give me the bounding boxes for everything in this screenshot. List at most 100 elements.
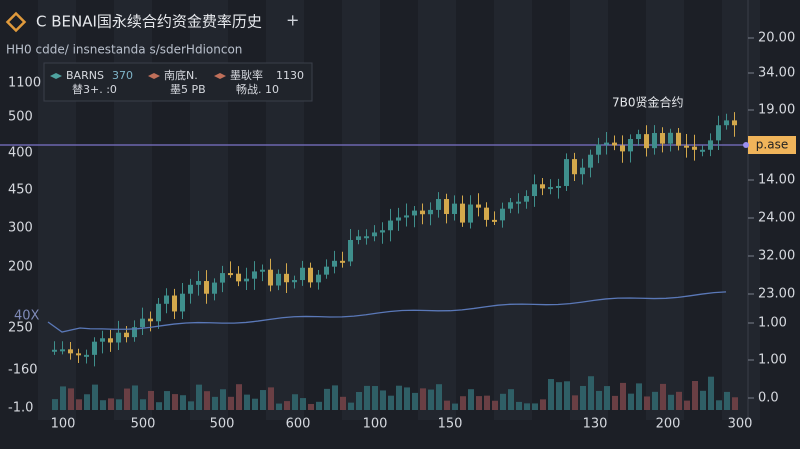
candle-body bbox=[580, 167, 585, 175]
candle-body bbox=[684, 145, 689, 148]
candle-body bbox=[124, 332, 129, 338]
candle-body bbox=[332, 260, 337, 267]
volume-bar bbox=[556, 382, 562, 410]
volume-bar bbox=[140, 399, 146, 410]
right-axis-label: 1.00 bbox=[758, 353, 787, 368]
candle-body bbox=[460, 203, 465, 223]
volume-bar bbox=[676, 391, 682, 410]
volume-bar bbox=[700, 390, 706, 410]
volume-bar bbox=[444, 400, 450, 410]
candle-body bbox=[172, 295, 177, 312]
stripe bbox=[494, 0, 532, 420]
price-tag: p.ase bbox=[756, 138, 788, 152]
left-axis-label: 200 bbox=[8, 260, 33, 275]
volume-bar bbox=[588, 376, 594, 410]
volume-bar bbox=[284, 401, 290, 410]
stripe bbox=[342, 0, 380, 420]
volume-bar bbox=[596, 390, 602, 410]
volume-bar bbox=[452, 403, 458, 410]
candle-body bbox=[324, 266, 329, 275]
candle-body bbox=[204, 281, 209, 294]
stripe bbox=[418, 0, 456, 420]
volume-bar bbox=[716, 400, 722, 410]
candle-body bbox=[84, 354, 89, 357]
volume-bar bbox=[724, 391, 730, 410]
candle-body bbox=[60, 349, 65, 352]
right-axis-label: 24.00 bbox=[758, 211, 795, 226]
candle-body bbox=[500, 208, 505, 221]
volume-bar bbox=[212, 396, 218, 410]
subtitle: HH0 cdde/ insnestanda s/sderHdioncon bbox=[6, 43, 242, 57]
candle-body bbox=[604, 142, 609, 145]
volume-bar bbox=[132, 385, 138, 410]
volume-bar bbox=[108, 398, 114, 410]
candle-body bbox=[308, 267, 313, 283]
legend-icon bbox=[50, 73, 62, 79]
indicator-line bbox=[47, 291, 727, 333]
volume-bar bbox=[244, 394, 250, 410]
volume-bar bbox=[156, 402, 162, 410]
candle-body bbox=[260, 269, 265, 272]
candle-body bbox=[348, 239, 353, 262]
add-button[interactable]: + bbox=[286, 11, 299, 30]
candle-body bbox=[620, 145, 625, 152]
candle-body bbox=[212, 282, 217, 294]
volume-bar bbox=[484, 395, 490, 410]
candle-body bbox=[188, 284, 193, 294]
annotation: 7B0贤金合约 bbox=[612, 95, 684, 110]
candle-body bbox=[292, 280, 297, 283]
candle-body bbox=[444, 199, 449, 214]
volume-bar bbox=[396, 385, 402, 410]
volume-bar bbox=[116, 399, 122, 410]
legend-name: BARNS bbox=[66, 69, 104, 82]
candle-body bbox=[132, 327, 137, 338]
left-axis-label: 500 bbox=[8, 110, 33, 125]
volume-bar bbox=[660, 383, 666, 410]
candle-body bbox=[76, 353, 81, 356]
volume-bar bbox=[356, 391, 362, 410]
candle-body bbox=[676, 132, 681, 146]
left-axis-label: -1.0 bbox=[8, 401, 33, 416]
right-axis-label: 20.00 bbox=[758, 31, 795, 46]
candle-body bbox=[364, 236, 369, 239]
candle-body bbox=[412, 210, 417, 216]
legend-icon bbox=[214, 73, 226, 79]
volume-bar bbox=[572, 395, 578, 410]
candle-body bbox=[108, 338, 113, 343]
volume-bar bbox=[388, 395, 394, 410]
volume-bar bbox=[612, 395, 618, 410]
left-axis-label: 450 bbox=[8, 183, 33, 198]
candle-body bbox=[476, 204, 481, 208]
volume-bar bbox=[532, 403, 538, 410]
legend-sub: 替3+. :0 bbox=[72, 82, 117, 96]
candle-body bbox=[612, 142, 617, 146]
volume-bar bbox=[188, 401, 194, 410]
left-axis-label: 1100 bbox=[8, 76, 41, 91]
volume-bar bbox=[476, 396, 482, 410]
right-axis-label: 0.0 bbox=[758, 391, 779, 406]
volume-bar bbox=[76, 399, 82, 410]
candle-body bbox=[236, 273, 241, 282]
candle-body bbox=[636, 134, 641, 140]
volume-bar bbox=[340, 396, 346, 410]
candle-body bbox=[564, 159, 569, 186]
volume-bar bbox=[668, 394, 674, 410]
legend-value: 370 bbox=[112, 69, 133, 82]
volume-bar bbox=[316, 401, 322, 410]
volume-bar bbox=[220, 389, 226, 410]
candle-body bbox=[140, 318, 145, 328]
volume-bar bbox=[524, 403, 530, 410]
stripe bbox=[646, 0, 684, 420]
candle-body bbox=[388, 220, 393, 231]
candle-body bbox=[372, 232, 377, 237]
candle-body bbox=[588, 154, 593, 168]
volume-bar bbox=[228, 396, 234, 410]
volume-bar bbox=[204, 391, 210, 410]
volume-bar bbox=[148, 390, 154, 410]
volume-bar bbox=[292, 394, 298, 410]
candle-body bbox=[724, 120, 729, 126]
candle-body bbox=[300, 267, 305, 281]
volume-bar bbox=[644, 396, 650, 410]
volume-bar bbox=[460, 396, 466, 410]
